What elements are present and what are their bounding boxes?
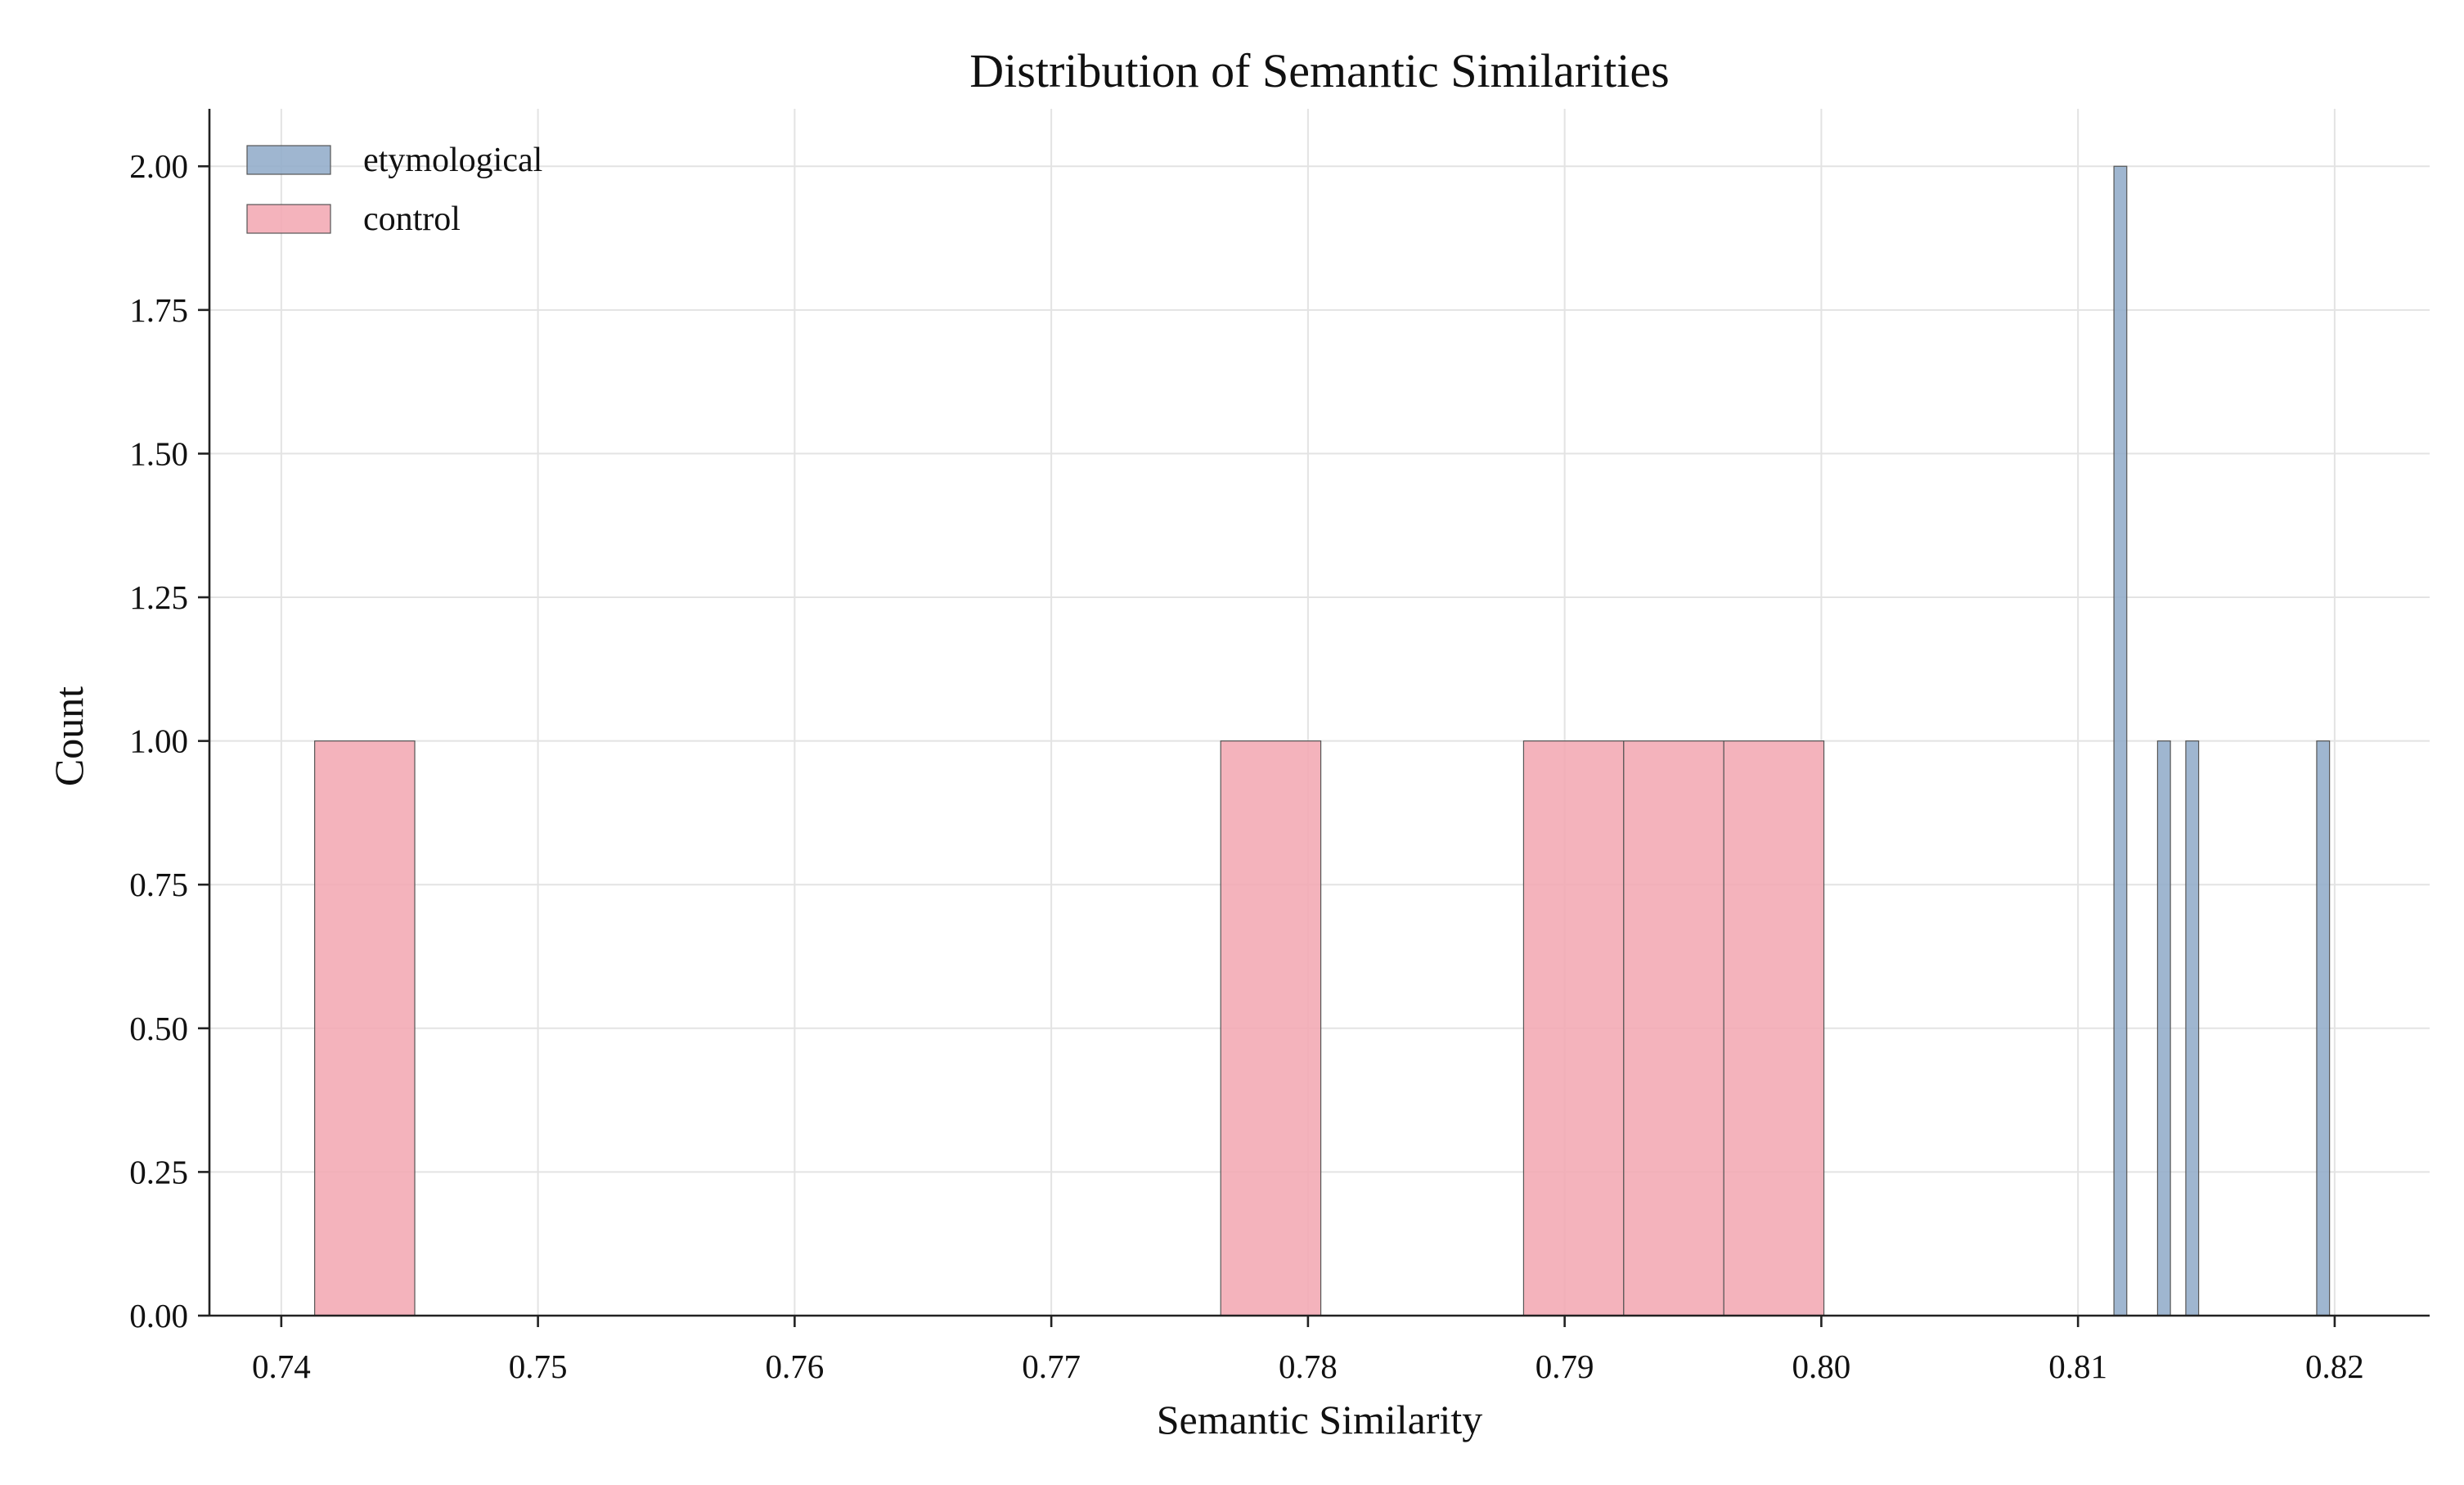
bar-control-2 [1522, 740, 1625, 1316]
y-axis-label: Count [46, 686, 92, 786]
legend: etymological control [246, 142, 542, 238]
x-tick-label-4: 0.78 [1279, 1348, 1338, 1385]
x-axis-label: Semantic Similarity [1157, 1397, 1483, 1442]
y-tick-label-2: 0.50 [129, 1010, 188, 1047]
y-tick-label-4: 1.00 [129, 722, 188, 760]
x-tick-label-7: 0.81 [2048, 1348, 2107, 1385]
y-tick-label-3: 0.75 [129, 866, 188, 903]
legend-label-control: control [363, 200, 461, 238]
x-tick-label-8: 0.82 [2305, 1348, 2364, 1385]
legend-label-etymological: etymological [363, 142, 542, 179]
x-ticks: 0.74 0.75 0.76 0.77 0.78 0.79 0.80 0.81 0.82 [252, 1316, 2364, 1385]
bars [314, 165, 2331, 1316]
x-tick-label-3: 0.77 [1022, 1348, 1081, 1385]
legend-swatch-control [246, 204, 331, 234]
bar-etymological-3 [2316, 740, 2331, 1316]
x-tick-label-0: 0.74 [252, 1348, 311, 1385]
y-ticks: 0.00 0.25 0.50 0.75 1.00 1.25 1.50 1.75 2.00 [129, 147, 209, 1334]
bar-etymological-1 [2156, 740, 2171, 1316]
chart-title: Distribution of Semantic Similarities [969, 44, 1669, 97]
bar-control-4 [1723, 740, 1825, 1316]
x-tick-label-6: 0.80 [1792, 1348, 1851, 1385]
y-tick-label-1: 0.25 [129, 1153, 188, 1190]
y-tick-label-8: 2.00 [129, 147, 188, 185]
x-tick-label-5: 0.79 [1536, 1348, 1594, 1385]
bar-etymological-0 [2113, 165, 2128, 1316]
legend-swatch-etymological [246, 145, 331, 175]
bar-etymological-2 [2185, 740, 2200, 1316]
y-tick-label-6: 1.50 [129, 434, 188, 472]
bar-control-0 [314, 740, 416, 1316]
bar-control-1 [1220, 740, 1322, 1316]
y-tick-label-7: 1.75 [129, 291, 188, 329]
y-tick-label-0: 0.00 [129, 1297, 188, 1334]
x-tick-label-1: 0.75 [509, 1348, 568, 1385]
x-tick-label-2: 0.76 [765, 1348, 824, 1385]
bar-control-3 [1623, 740, 1724, 1316]
y-tick-label-5: 1.25 [129, 578, 188, 616]
